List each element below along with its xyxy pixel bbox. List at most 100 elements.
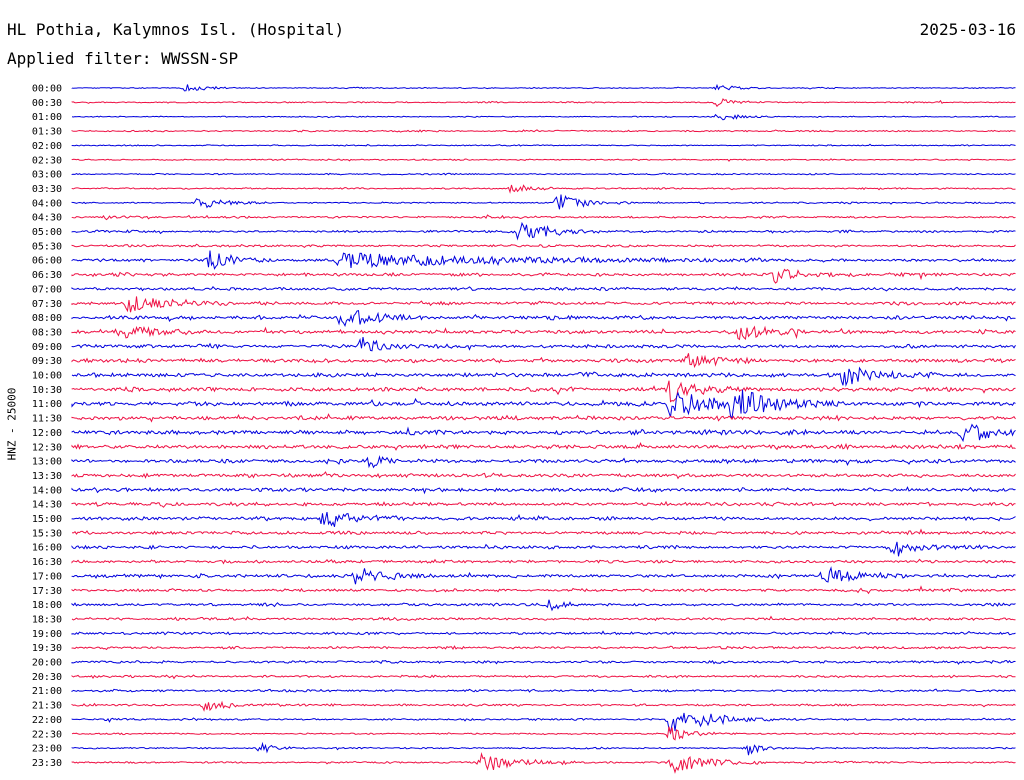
seismic-trace	[71, 645, 1016, 651]
seismic-trace	[71, 541, 1016, 557]
seismic-trace	[71, 250, 1016, 270]
seismic-trace	[71, 423, 1016, 443]
row-time-label: 13:30	[32, 471, 62, 482]
seismic-trace	[71, 172, 1016, 176]
seismic-trace	[71, 184, 1016, 194]
seismic-trace	[71, 454, 1016, 469]
seismic-trace	[71, 98, 1016, 108]
row-time-label: 01:00	[32, 112, 62, 123]
seismic-trace	[71, 726, 1016, 741]
seismic-trace	[71, 380, 1016, 403]
row-time-label: 20:30	[32, 672, 62, 683]
row-time-label: 15:00	[32, 514, 62, 525]
row-time-label: 19:30	[32, 643, 62, 654]
seismic-trace	[71, 221, 1016, 241]
row-time-label: 18:00	[32, 600, 62, 611]
station-title: HL Pothia, Kalymnos Isl. (Hospital)	[7, 20, 345, 39]
seismic-trace	[71, 243, 1016, 249]
seismic-trace	[71, 286, 1016, 292]
seismic-trace	[71, 752, 1016, 774]
seismic-trace	[71, 143, 1016, 147]
row-time-label: 12:00	[32, 428, 62, 439]
row-time-label: 06:00	[32, 256, 62, 267]
seismic-trace	[71, 83, 1016, 92]
row-time-label: 03:30	[32, 184, 62, 195]
row-time-label: 16:30	[32, 557, 62, 568]
row-time-label: 04:30	[32, 213, 62, 224]
row-time-label: 17:30	[32, 586, 62, 597]
row-time-label: 07:30	[32, 299, 62, 310]
seismic-trace	[71, 585, 1016, 595]
row-time-label: 20:00	[32, 658, 62, 669]
seismic-trace	[71, 366, 1016, 387]
row-time-label: 02:00	[32, 141, 62, 152]
date-label: 2025-03-16	[919, 20, 1016, 39]
seismic-trace	[71, 442, 1016, 451]
row-time-label: 09:00	[32, 342, 62, 353]
row-time-label: 08:00	[32, 313, 62, 324]
row-time-label: 10:00	[32, 371, 62, 382]
seismic-trace	[71, 599, 1016, 612]
seismic-trace	[71, 325, 1016, 341]
seismic-trace	[71, 615, 1016, 622]
seismic-trace	[71, 511, 1016, 527]
row-time-label: 16:00	[32, 543, 62, 554]
row-time-label: 11:00	[32, 399, 62, 410]
row-time-label: 14:00	[32, 485, 62, 496]
row-time-label: 11:30	[32, 414, 62, 425]
row-time-label: 23:30	[32, 758, 62, 769]
seismic-trace	[71, 486, 1016, 495]
seismic-trace	[71, 659, 1016, 665]
seismic-trace	[71, 268, 1016, 284]
row-time-label: 03:00	[32, 170, 62, 181]
row-time-label: 05:00	[32, 227, 62, 238]
seismic-trace	[71, 194, 1016, 210]
row-time-label: 22:00	[32, 715, 62, 726]
seismic-trace	[71, 158, 1016, 162]
filter-label: Applied filter: WWSSN-SP	[7, 49, 239, 68]
row-time-label: 00:30	[32, 98, 62, 109]
seismic-trace	[71, 688, 1016, 693]
row-time-label: 05:30	[32, 241, 62, 252]
seismic-trace	[71, 500, 1016, 508]
row-time-label: 02:30	[32, 155, 62, 166]
seismic-trace	[71, 566, 1016, 585]
seismic-trace	[71, 353, 1016, 369]
row-time-label: 21:00	[32, 686, 62, 697]
seismic-trace	[71, 630, 1016, 636]
seismic-trace	[71, 389, 1016, 420]
seismic-trace	[71, 528, 1016, 536]
seismic-traces	[71, 83, 1016, 774]
row-time-label: 13:00	[32, 457, 62, 468]
seismic-trace	[71, 558, 1016, 565]
row-time-label: 14:30	[32, 500, 62, 511]
row-time-label: 12:30	[32, 442, 62, 453]
seismic-trace	[71, 712, 1016, 735]
row-time-label: 21:30	[32, 701, 62, 712]
row-time-label: 01:30	[32, 127, 62, 138]
row-time-label: 18:30	[32, 614, 62, 625]
row-time-label: 10:30	[32, 385, 62, 396]
row-labels: 00:00 00:30 01:00 01:30 02:00 02:30 03:00 03:30…	[32, 84, 62, 769]
row-time-label: 00:00	[32, 84, 62, 95]
seismic-trace	[71, 337, 1016, 352]
row-time-label: 08:30	[32, 327, 62, 338]
seismic-trace	[71, 471, 1016, 480]
seismic-trace	[71, 129, 1016, 133]
seismic-trace	[71, 700, 1016, 712]
seismic-trace	[71, 674, 1016, 680]
seismic-trace	[71, 113, 1016, 121]
row-time-label: 19:00	[32, 629, 62, 640]
row-time-label: 04:00	[32, 198, 62, 209]
seismic-trace	[71, 309, 1016, 328]
row-time-label: 07:00	[32, 284, 62, 295]
row-time-label: 15:30	[32, 528, 62, 539]
row-time-label: 17:00	[32, 571, 62, 582]
seismic-trace	[71, 741, 1016, 756]
row-time-label: 09:30	[32, 356, 62, 367]
row-time-label: 22:30	[32, 729, 62, 740]
seismic-trace	[71, 296, 1016, 313]
row-time-label: 06:30	[32, 270, 62, 281]
row-time-label: 23:00	[32, 744, 62, 755]
